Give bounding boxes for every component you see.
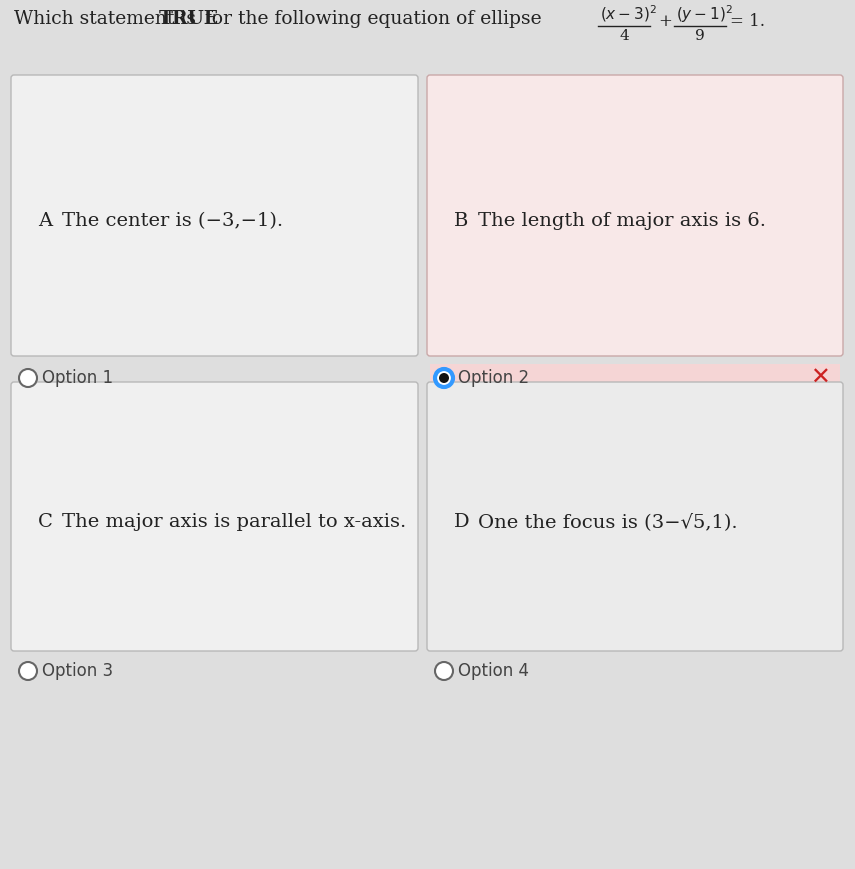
- Text: The major axis is parallel to x-axis.: The major axis is parallel to x-axis.: [62, 513, 406, 531]
- Text: ✕: ✕: [811, 366, 830, 390]
- Text: = 1.: = 1.: [730, 14, 765, 30]
- Text: Option 4: Option 4: [458, 662, 529, 680]
- Text: Option 3: Option 3: [42, 662, 113, 680]
- FancyBboxPatch shape: [427, 75, 843, 356]
- FancyBboxPatch shape: [11, 382, 418, 651]
- Text: $(y-1)^2$: $(y-1)^2$: [676, 3, 734, 25]
- Text: A: A: [38, 212, 52, 230]
- Circle shape: [439, 373, 449, 383]
- Text: Option 2: Option 2: [458, 369, 529, 387]
- FancyBboxPatch shape: [427, 382, 843, 651]
- Text: D: D: [454, 513, 469, 531]
- Text: Which statement is: Which statement is: [14, 10, 202, 28]
- Circle shape: [19, 369, 37, 387]
- Text: +: +: [658, 14, 672, 30]
- Text: 9: 9: [695, 29, 705, 43]
- Text: 4: 4: [619, 29, 629, 43]
- Circle shape: [19, 662, 37, 680]
- FancyBboxPatch shape: [430, 364, 840, 394]
- Text: $(x-3)^2$: $(x-3)^2$: [600, 3, 657, 24]
- Circle shape: [435, 662, 453, 680]
- Text: C: C: [38, 513, 53, 531]
- Text: The length of major axis is 6.: The length of major axis is 6.: [478, 212, 766, 230]
- Text: B: B: [454, 212, 469, 230]
- Text: One the focus is (3−√5,1).: One the focus is (3−√5,1).: [478, 513, 738, 531]
- Circle shape: [435, 369, 453, 387]
- Text: The center is (−3,−1).: The center is (−3,−1).: [62, 212, 283, 230]
- Text: TRUE: TRUE: [159, 10, 219, 28]
- Text: for the following equation of ellipse: for the following equation of ellipse: [199, 10, 541, 28]
- FancyBboxPatch shape: [11, 75, 418, 356]
- Circle shape: [435, 369, 453, 387]
- Text: Option 1: Option 1: [42, 369, 113, 387]
